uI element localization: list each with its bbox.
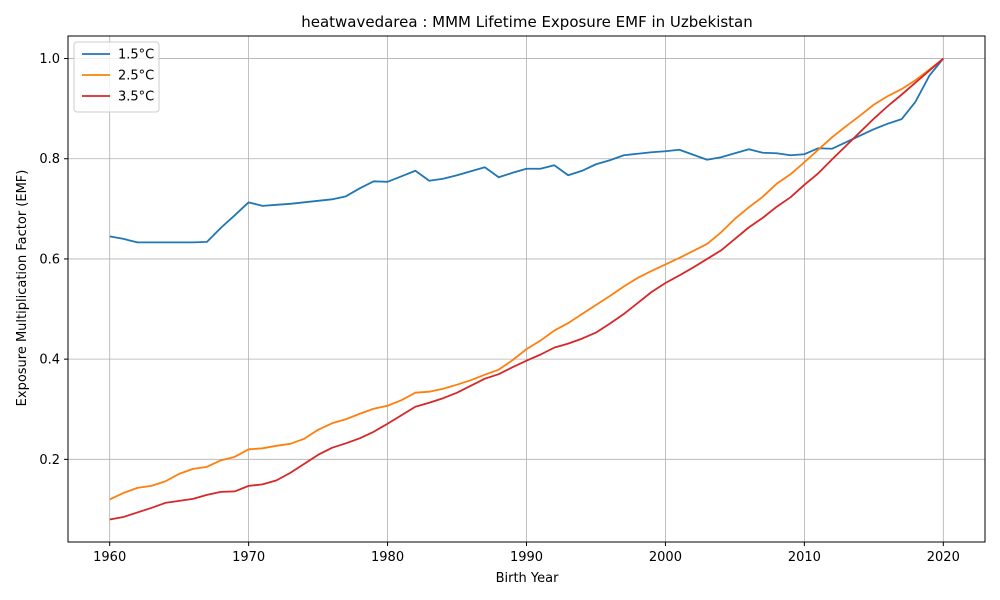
y-tick-label: 1.0 bbox=[39, 52, 60, 67]
legend-box bbox=[73, 41, 160, 113]
y-tick-label: 0.4 bbox=[39, 353, 60, 368]
x-tick-label: 2020 bbox=[927, 550, 960, 565]
y-tick-label: 0.6 bbox=[39, 252, 60, 267]
x-tick-label: 1990 bbox=[510, 550, 543, 565]
x-axis-label: Birth Year bbox=[496, 571, 560, 586]
series-line-3 bbox=[109, 57, 944, 521]
y-axis-label: Exposure Multiplication Factor (EMF) bbox=[15, 170, 30, 407]
x-tick-label: 2010 bbox=[788, 550, 821, 565]
legend-label: 1.5°C bbox=[118, 48, 154, 63]
legend-label: 2.5°C bbox=[118, 69, 154, 84]
x-tick-label: 2000 bbox=[649, 550, 682, 565]
series-layer bbox=[109, 57, 945, 521]
y-axis: 0.2 0.4 0.6 0.8 1.0 bbox=[39, 52, 68, 468]
y-tick-label: 0.2 bbox=[39, 453, 60, 468]
series-line-1 bbox=[109, 57, 945, 244]
x-tick-label: 1980 bbox=[371, 550, 404, 565]
chart-title: heatwavedarea : MMM Lifetime Exposure EM… bbox=[301, 13, 753, 31]
y-tick-label: 0.8 bbox=[39, 152, 60, 167]
x-axis: 1960 1970 1980 1990 2000 2010 2020 bbox=[93, 542, 960, 565]
legend-label: 3.5°C bbox=[118, 90, 154, 105]
legend: 1.5°C 2.5°C 3.5°C bbox=[73, 41, 160, 113]
x-tick-label: 1960 bbox=[93, 550, 126, 565]
series-line-2 bbox=[109, 57, 944, 501]
x-tick-label: 1970 bbox=[232, 550, 265, 565]
